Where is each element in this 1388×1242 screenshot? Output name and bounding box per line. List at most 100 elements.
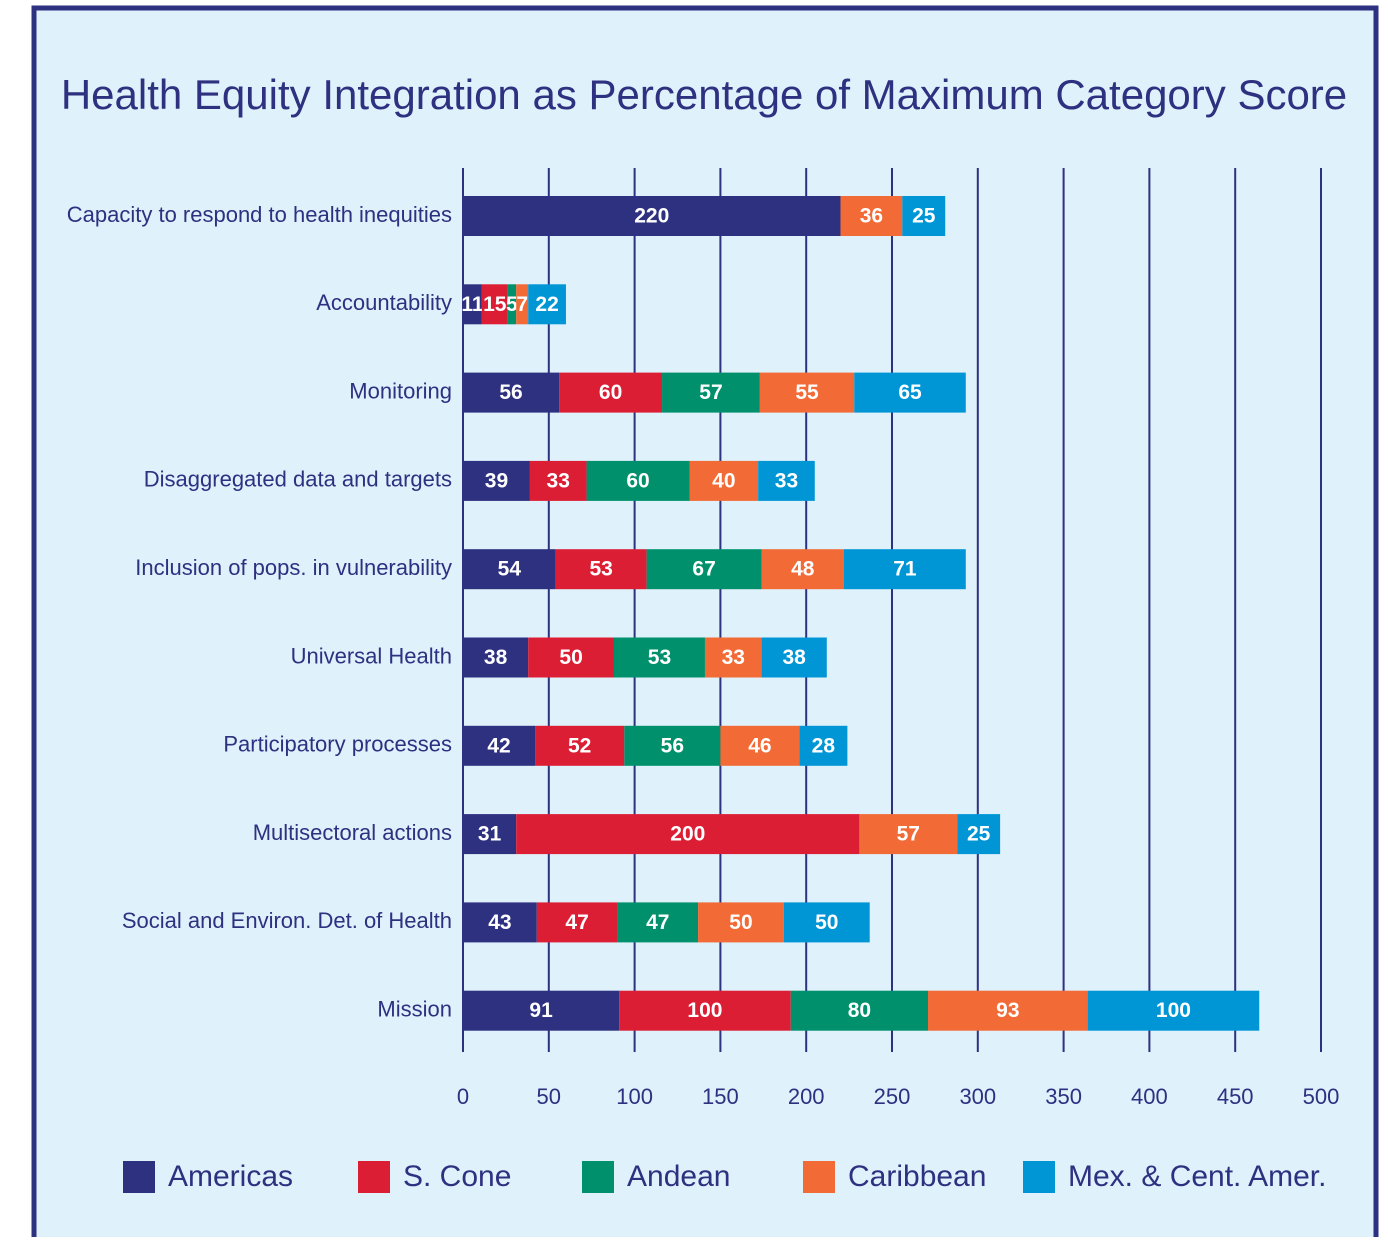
data-label: 67 [692,558,715,581]
data-label: 55 [795,381,819,404]
bar-segment [463,725,536,766]
x-tick-label: 250 [874,1084,911,1109]
bar-segment [528,637,615,678]
data-label: 220 [634,205,669,228]
bar-segment [759,372,855,413]
y-tick-label: Accountability [316,290,452,315]
data-label: 42 [487,734,510,757]
bar-segment [704,637,762,678]
data-label: 50 [729,911,752,934]
bar-segment [646,549,762,590]
chart-title: Health Equity Integration as Percentage … [61,71,1347,118]
bar-segment [529,460,587,501]
x-tick-label: 500 [1303,1084,1340,1109]
data-label: 25 [912,205,936,228]
bar-segment [507,284,517,325]
x-tick-label: 0 [457,1084,469,1109]
legend-swatch [803,1161,835,1193]
bar-segment [840,196,903,236]
bar-segment [689,460,759,501]
bar-segment [516,284,529,325]
data-label: 40 [712,469,735,492]
legend-label: S. Cone [403,1160,511,1193]
bar-segment [957,814,1001,855]
bar-segment [928,990,1088,1031]
bar-segment [536,902,618,943]
x-tick-label: 150 [702,1084,739,1109]
bar-segment [624,725,721,766]
bar-segment [761,549,844,590]
data-label: 46 [748,734,771,757]
data-label: 7 [516,293,528,316]
y-tick-label: Social and Environ. Det. of Health [122,908,452,933]
data-label: 57 [699,381,722,404]
bar-segment [528,284,566,325]
data-label: 60 [599,381,622,404]
bar-segment [761,637,827,678]
bar-segment [1087,990,1260,1031]
bar-segment [463,549,556,590]
y-tick-label: Mission [377,997,452,1022]
data-label: 47 [646,911,669,934]
data-label: 53 [589,558,612,581]
bar-segment [463,284,482,325]
data-label: 33 [547,469,570,492]
data-label: 25 [967,823,991,846]
bar-segment [463,990,620,1031]
bar-segment [555,549,647,590]
bar-segment [481,284,508,325]
x-tick-label: 300 [959,1084,996,1109]
data-label: 53 [648,646,671,669]
bar-segment [662,372,760,413]
bar-segment [902,196,946,236]
bar-segment [843,549,966,590]
bar-segment [463,902,537,943]
y-tick-label: Multisectoral actions [253,820,452,845]
data-label: 31 [478,823,502,846]
bar-segment [854,372,966,413]
x-tick-label: 200 [788,1084,825,1109]
data-label: 43 [488,911,511,934]
bar-segment [463,637,529,678]
data-label: 57 [897,823,920,846]
data-label: 33 [722,646,745,669]
data-label: 50 [815,911,838,934]
bar-segment [535,725,625,766]
data-label: 39 [485,469,508,492]
data-label: 33 [775,469,798,492]
y-tick-label: Monitoring [349,378,452,403]
bar-segment [783,902,870,943]
data-label: 52 [568,734,591,757]
y-tick-label: Disaggregated data and targets [144,467,452,492]
x-tick-label: 400 [1131,1084,1168,1109]
data-label: 200 [670,823,705,846]
y-tick-label: Participatory processes [223,732,452,757]
data-label: 65 [898,381,922,404]
legend-swatch [358,1161,390,1193]
data-label: 80 [848,999,871,1022]
data-label: 100 [1156,999,1191,1022]
data-label: 56 [499,381,522,404]
legend-swatch [582,1161,614,1193]
data-label: 60 [626,469,649,492]
y-tick-label: Universal Health [291,643,452,668]
legend-label: Mex. & Cent. Amer. [1068,1160,1326,1193]
x-tick-label: 50 [537,1084,561,1109]
data-label: 36 [860,205,883,228]
legend-swatch [123,1161,155,1193]
data-label: 22 [535,293,558,316]
bar-segment [586,460,690,501]
data-label: 91 [529,999,553,1022]
data-label: 47 [565,911,588,934]
frame [31,5,1379,1242]
data-label: 5 [506,293,518,316]
bar-segment [859,814,958,855]
data-label: 100 [687,999,722,1022]
bar-segment [790,990,929,1031]
data-label: 28 [812,734,836,757]
bar-segment [619,990,791,1031]
bar-segment [799,725,848,766]
bar-segment [516,814,860,855]
x-tick-label: 350 [1045,1084,1082,1109]
